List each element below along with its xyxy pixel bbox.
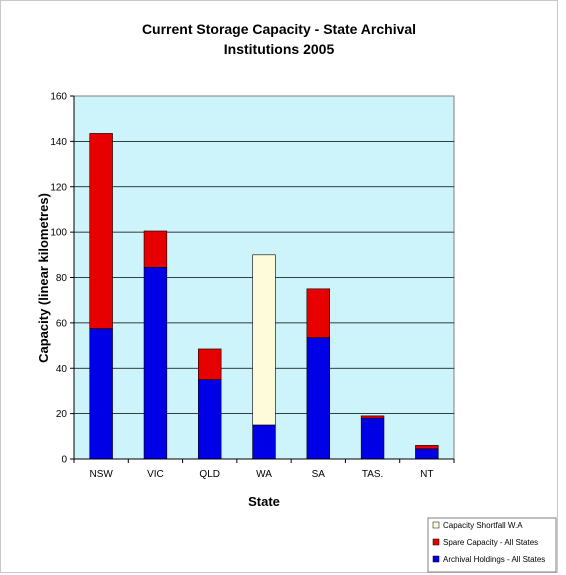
bar-nt-archival — [415, 449, 438, 459]
x-tick-label: WA — [256, 469, 272, 480]
bar-nsw-spare — [90, 133, 113, 328]
bar-vic-archival — [144, 267, 167, 459]
bar-wa-archival — [253, 425, 276, 459]
bar-sa-archival — [307, 338, 330, 459]
legend-swatch — [433, 539, 439, 545]
bar-qld-archival — [198, 380, 221, 459]
y-tick-label: 60 — [56, 318, 68, 329]
legend-label: Capacity Shortfall W.A — [443, 521, 523, 530]
y-tick-label: 80 — [56, 273, 68, 284]
x-tick-label: VIC — [147, 469, 164, 480]
bar-wa-capacity — [253, 255, 276, 425]
x-axis-ticks: NSW VIC QLD WA SA TAS. NT — [74, 459, 454, 480]
bar-qld-spare — [198, 349, 221, 380]
bar-nt-spare — [415, 445, 438, 448]
chart-title-line-2: Institutions 2005 — [224, 41, 335, 57]
legend-swatch — [433, 522, 439, 528]
bar-tas-spare — [361, 416, 384, 418]
legend-swatch — [433, 556, 439, 562]
y-tick-label: 100 — [50, 228, 67, 239]
y-tick-label: 140 — [50, 137, 67, 148]
y-axis-ticks: 0 20 40 60 80 100 120 140 160 — [50, 92, 74, 466]
y-axis-title: Capacity (linear kilometres) — [36, 193, 51, 363]
y-tick-label: 120 — [50, 182, 67, 193]
y-tick-label: 0 — [61, 455, 67, 466]
bar-vic-spare — [144, 231, 167, 267]
y-tick-label: 20 — [56, 409, 68, 420]
x-tick-label: SA — [312, 469, 326, 480]
x-tick-label: NSW — [89, 469, 113, 480]
legend-label: Archival Holdings - All States — [443, 555, 545, 564]
x-tick-label: NT — [420, 469, 433, 480]
y-tick-label: 160 — [50, 92, 67, 103]
x-axis-title: State — [248, 494, 280, 509]
legend: Capacity Shortfall W.A Spare Capacity - A… — [428, 518, 556, 572]
legend-label: Spare Capacity - All States — [443, 538, 538, 547]
x-tick-label: TAS. — [362, 469, 383, 480]
bar-tas-archival — [361, 418, 384, 459]
y-tick-label: 40 — [56, 364, 68, 375]
bar-nsw-archival — [90, 329, 113, 459]
chart-title-line-1: Current Storage Capacity - State Archiva… — [142, 21, 416, 37]
bar-sa-spare — [307, 289, 330, 338]
x-tick-label: QLD — [199, 469, 220, 480]
